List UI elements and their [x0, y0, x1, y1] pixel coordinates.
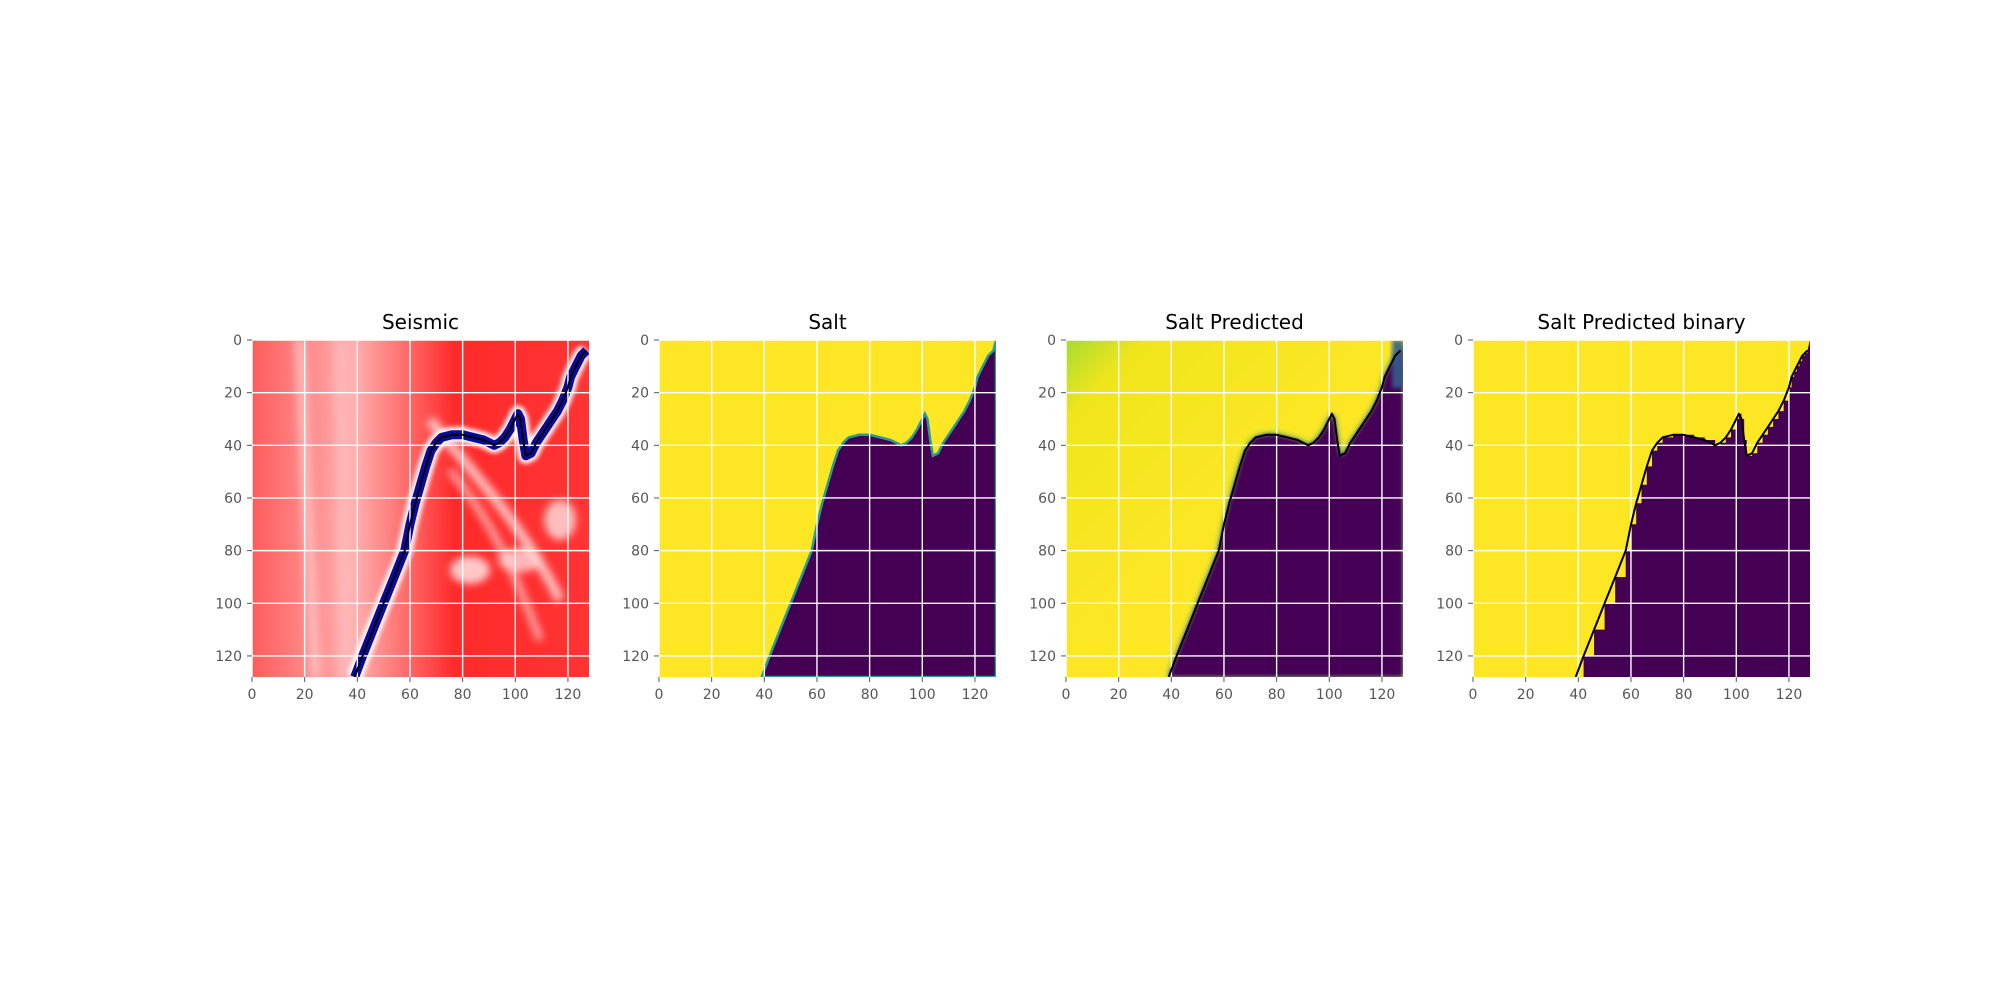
x-tick-label: 80: [1268, 687, 1286, 703]
y-tick-label: 60: [631, 491, 649, 507]
y-tick-label: 120: [1029, 649, 1056, 665]
x-tick-label: 60: [808, 687, 826, 703]
sediment-region: [1168, 340, 1403, 677]
x-tick-label: 60: [1215, 687, 1233, 703]
axis-ticks: 0 20 40 60 80 100 120 0 20 40 60 80 100 120: [1436, 333, 1802, 703]
x-tick-label: 80: [454, 687, 472, 703]
y-tick-label: 40: [631, 438, 649, 454]
plot-area: [659, 340, 996, 677]
y-tick-label: 120: [622, 649, 649, 665]
panel-title: Salt Predicted binary: [1537, 310, 1745, 334]
x-tick-label: 60: [1622, 687, 1640, 703]
x-tick-label: 120: [1776, 687, 1803, 703]
y-tick-label: 40: [1445, 438, 1463, 454]
y-tick-label: 20: [224, 386, 242, 402]
x-tick-label: 0: [1469, 687, 1478, 703]
x-tick-label: 20: [1517, 687, 1535, 703]
y-tick-label: 100: [1029, 596, 1056, 612]
y-tick-label: 80: [1038, 544, 1056, 560]
x-tick-label: 40: [348, 687, 366, 703]
salt-contour: [1574, 349, 1809, 677]
x-tick-label: 20: [703, 687, 721, 703]
panel-salt: Salt 0 20 40 60 80 100 120 0 20 40 60 80 100 120: [622, 310, 996, 703]
x-tick-label: 20: [296, 687, 314, 703]
plot-area: [1473, 340, 1810, 677]
y-tick-label: 0: [233, 333, 242, 349]
grid: [1473, 340, 1810, 677]
y-tick-label: 100: [1436, 596, 1463, 612]
panel-seismic: Seismic 0 20 40 60 80 100 120 0 20 40 60 80 100 120: [215, 310, 589, 703]
x-tick-label: 100: [909, 687, 936, 703]
axis-ticks: 0 20 40 60 80 100 120 0 20 40 60 80 100 120: [622, 333, 988, 703]
plot-area: [1066, 340, 1403, 677]
y-tick-label: 60: [224, 491, 242, 507]
x-tick-label: 100: [1316, 687, 1343, 703]
x-tick-label: 80: [1675, 687, 1693, 703]
y-tick-label: 40: [1038, 438, 1056, 454]
y-tick-label: 0: [640, 333, 649, 349]
corner-uncertainty: [1392, 340, 1403, 388]
y-tick-label: 80: [631, 544, 649, 560]
panel-salt-predicted-binary: Salt Predicted binary 0 20 40 60 80 100 120 0 20…: [1436, 310, 1810, 703]
x-tick-label: 60: [401, 687, 419, 703]
x-tick-label: 40: [755, 687, 773, 703]
y-tick-label: 40: [224, 438, 242, 454]
y-tick-label: 20: [631, 386, 649, 402]
plot-area: [252, 340, 589, 677]
axis-ticks: 0 20 40 60 80 100 120 0 20 40 60 80 100 120: [215, 333, 581, 703]
sediment-region: [1575, 340, 1810, 677]
y-tick-label: 20: [1445, 386, 1463, 402]
y-tick-label: 120: [1436, 649, 1463, 665]
grid: [1066, 340, 1403, 677]
grid: [659, 340, 996, 677]
panel-title: Salt: [808, 310, 847, 334]
x-tick-label: 0: [655, 687, 664, 703]
x-tick-label: 40: [1569, 687, 1587, 703]
x-tick-label: 100: [1723, 687, 1750, 703]
axis-ticks: 0 20 40 60 80 100 120 0 20 40 60 80 100 120: [1029, 333, 1395, 703]
salt-contour: [353, 349, 588, 677]
x-tick-label: 120: [962, 687, 989, 703]
x-tick-label: 0: [1062, 687, 1071, 703]
x-tick-label: 120: [555, 687, 582, 703]
salt-contour: [1167, 349, 1402, 677]
panel-salt-predicted: Salt Predicted 0 20 40 60 80 100 120 0 20 40 60 80 1…: [1029, 310, 1403, 703]
x-tick-label: 40: [1162, 687, 1180, 703]
panel-title: Salt Predicted: [1165, 310, 1304, 334]
y-tick-label: 60: [1038, 491, 1056, 507]
x-tick-label: 100: [502, 687, 529, 703]
sediment-region: [760, 340, 996, 677]
y-tick-label: 0: [1047, 333, 1056, 349]
y-tick-label: 60: [1445, 491, 1463, 507]
y-tick-label: 0: [1454, 333, 1463, 349]
grid: [252, 340, 589, 677]
y-tick-label: 80: [1445, 544, 1463, 560]
y-tick-label: 100: [215, 596, 242, 612]
y-tick-label: 20: [1038, 386, 1056, 402]
x-tick-label: 0: [248, 687, 257, 703]
y-tick-label: 100: [622, 596, 649, 612]
panel-title: Seismic: [382, 310, 459, 334]
x-tick-label: 120: [1369, 687, 1396, 703]
x-tick-label: 20: [1110, 687, 1128, 703]
y-tick-label: 80: [224, 544, 242, 560]
x-tick-label: 80: [861, 687, 879, 703]
y-tick-label: 120: [215, 649, 242, 665]
